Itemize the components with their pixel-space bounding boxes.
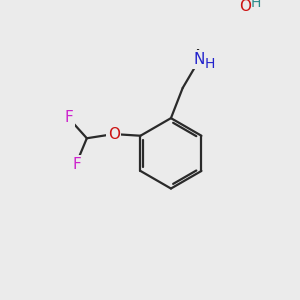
Text: F: F xyxy=(72,157,81,172)
Text: O: O xyxy=(239,0,251,14)
Text: F: F xyxy=(64,110,73,125)
Text: O: O xyxy=(108,127,120,142)
Text: N: N xyxy=(194,52,205,67)
Text: H: H xyxy=(204,57,215,71)
Text: H: H xyxy=(250,0,261,10)
